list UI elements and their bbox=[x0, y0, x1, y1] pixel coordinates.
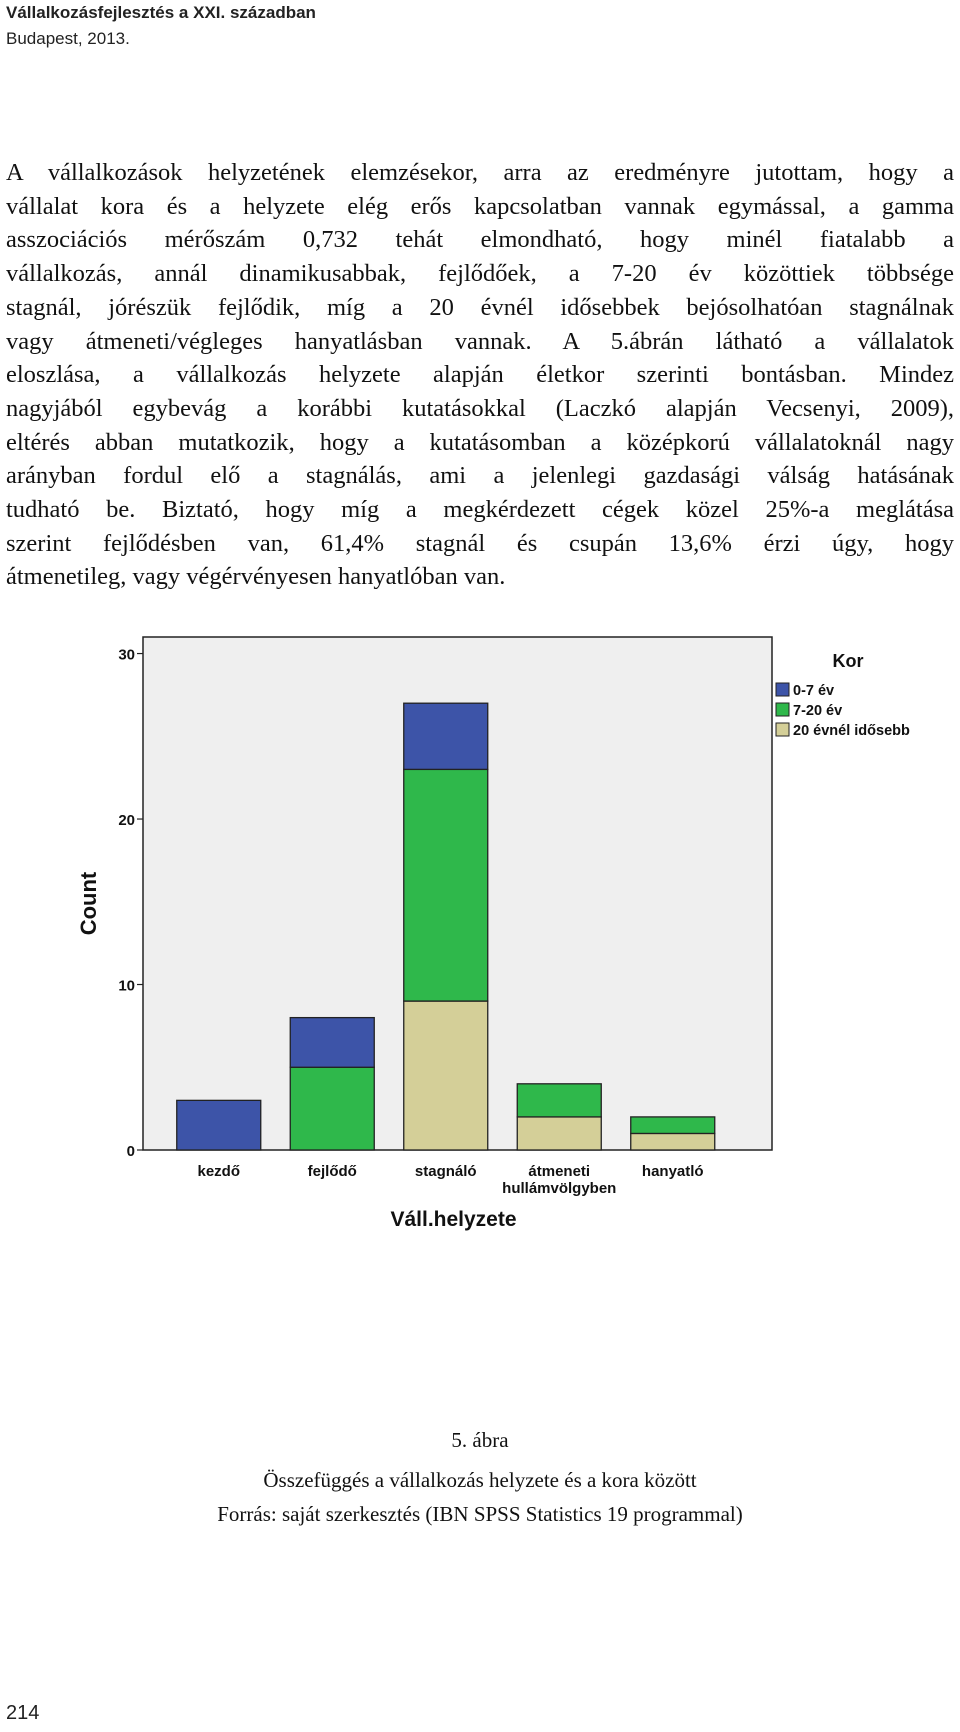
bar-segment bbox=[516, 1116, 602, 1151]
legend-label: 20 évnél idősebb bbox=[793, 723, 910, 739]
legend-label: 7-20 év bbox=[793, 703, 842, 719]
paragraph-line: stagnál, jórészük fejlődik, míg a 20 évn… bbox=[6, 293, 954, 321]
paragraph-line: vállalat kora és a helyzete elég erős ka… bbox=[6, 192, 954, 220]
bar-segment bbox=[516, 1083, 602, 1118]
legend-swatch bbox=[775, 682, 790, 697]
x-tick-label: hullámvölgyben bbox=[502, 1180, 616, 1197]
bar-segment bbox=[630, 1116, 716, 1135]
paragraph-line: vagy átmeneti/végleges hanyatlásban vann… bbox=[6, 327, 954, 355]
paragraph-line: eltérés abban mutatkozik, hogy a kutatás… bbox=[6, 428, 954, 456]
paragraph-line: vállalkozás, annál dinamikusabbak, fejlő… bbox=[6, 260, 954, 288]
y-tick-label: 20 bbox=[118, 812, 135, 829]
paragraph-line: átmenetileg, vagy végérvényesen hanyatló… bbox=[6, 563, 506, 591]
paragraph-line: szerint fejlődésben van, 61,4% stagnál é… bbox=[6, 529, 954, 557]
y-tick-label: 30 bbox=[118, 647, 135, 664]
figure-source: Forrás: saját szerkesztés (IBN SPSS Stat… bbox=[217, 1502, 743, 1526]
figure-number: 5. ábra bbox=[451, 1428, 509, 1452]
legend-swatch bbox=[775, 722, 790, 737]
paragraph-line: arányban fordul elő a stagnálás, ami a j… bbox=[6, 462, 954, 490]
legend-title: Kor bbox=[833, 651, 864, 671]
paragraph-line: tudható be. Biztató, hogy míg a megkérde… bbox=[6, 496, 954, 524]
legend-label: 0-7 év bbox=[793, 683, 834, 699]
chart-svg: 0 10 20 30 Count kezdő fejlődő stagnáló átmeneti… bbox=[76, 636, 910, 1231]
legend-swatch bbox=[775, 702, 790, 717]
bar-segment bbox=[403, 768, 489, 1002]
page-number: 214 bbox=[6, 1702, 40, 1724]
bar-segment bbox=[289, 1016, 375, 1068]
bar-segment bbox=[630, 1132, 716, 1151]
bar-segment bbox=[403, 1000, 489, 1151]
x-tick-label: kezdő bbox=[197, 1163, 240, 1180]
figure-title: Összefüggés a vállalkozás helyzete és a … bbox=[263, 1468, 697, 1492]
paragraph-line: nagyjából egybevág a korábbi kutatásokka… bbox=[6, 394, 954, 422]
x-tick-label: stagnáló bbox=[415, 1163, 477, 1180]
header-title: Vállalkozásfejlesztés a XXI. században bbox=[6, 3, 316, 22]
bar-segment bbox=[403, 702, 489, 771]
paragraph-line: eloszlása, a vállalkozás helyzete alapjá… bbox=[6, 361, 954, 389]
x-tick-label: fejlődő bbox=[308, 1163, 357, 1180]
bar-segment bbox=[289, 1066, 375, 1151]
paragraph-line: asszociációs mérőszám 0,732 tehát elmond… bbox=[6, 226, 954, 254]
stacked-bar-chart: 0 10 20 30 Count kezdő fejlődő stagnáló átmeneti… bbox=[0, 620, 960, 1240]
header-subtitle: Budapest, 2013. bbox=[6, 29, 130, 48]
x-axis-title: Váll.helyzete bbox=[390, 1208, 516, 1231]
running-header: Vállalkozásfejlesztés a XXI. században B… bbox=[6, 0, 316, 52]
x-tick-label: átmeneti bbox=[528, 1163, 590, 1180]
body-paragraph: A vállalkozások helyzetének elemzésekor,… bbox=[6, 156, 954, 594]
y-tick-label: 10 bbox=[118, 978, 135, 995]
x-tick-label: hanyatló bbox=[642, 1163, 704, 1180]
paragraph-line: A vállalkozások helyzetének elemzésekor,… bbox=[6, 159, 954, 186]
y-axis-title: Count bbox=[76, 871, 101, 935]
y-tick-label: 0 bbox=[127, 1143, 135, 1160]
bar-segment bbox=[176, 1099, 262, 1151]
